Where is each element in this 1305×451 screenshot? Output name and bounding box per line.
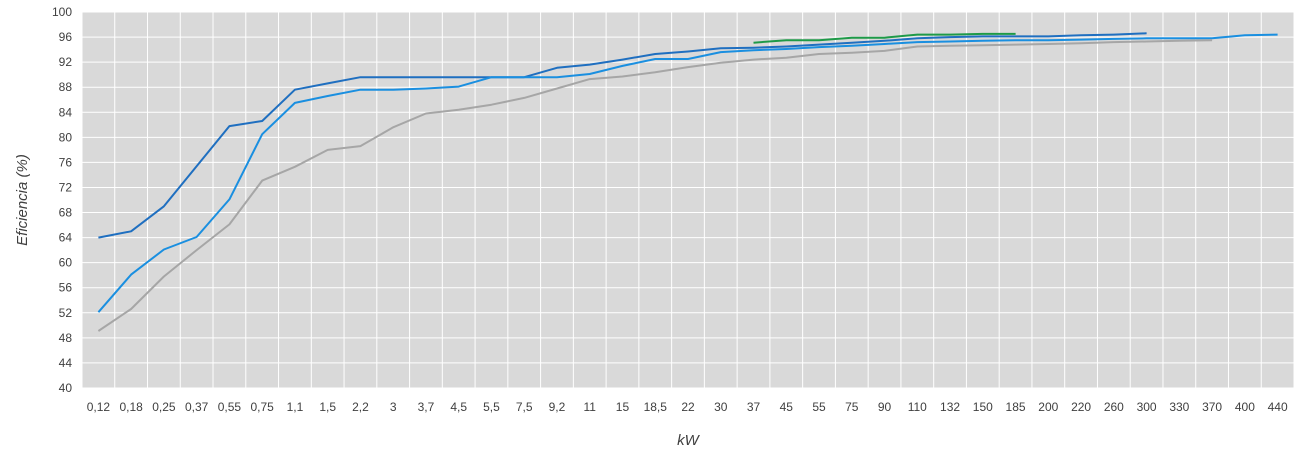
series-line-3 xyxy=(97,39,1213,332)
x-tick-label: 110 xyxy=(908,400,927,414)
horizontal-gridlines xyxy=(82,11,1294,389)
x-tick-label: 2,2 xyxy=(352,400,369,414)
y-tick-label: 72 xyxy=(59,180,73,194)
x-tick-label: 260 xyxy=(1104,400,1124,414)
y-tick-label: 60 xyxy=(59,256,73,270)
x-tick-label: 0,37 xyxy=(185,400,209,414)
series-line-1 xyxy=(98,32,1147,239)
y-tick-label: 44 xyxy=(59,356,73,370)
x-tick-label: 15 xyxy=(616,400,630,414)
x-tick-label: 0,12 xyxy=(87,400,111,414)
x-tick-label: 4,5 xyxy=(450,400,467,414)
x-tick-label: 22 xyxy=(681,400,695,414)
x-tick-label: 5,5 xyxy=(483,400,500,414)
y-tick-label: 84 xyxy=(59,105,73,119)
vertical-gridlines xyxy=(81,12,1295,388)
y-tick-label: 100 xyxy=(52,5,72,19)
y-tick-labels: 40 44 48 52 56 60 64 68 72 76 80 84 88 92 96 100 xyxy=(52,5,72,395)
x-axis-title: kW xyxy=(677,432,701,449)
x-tick-label: 90 xyxy=(878,400,892,414)
y-tick-label: 76 xyxy=(59,155,73,169)
x-tick-label: 300 xyxy=(1137,400,1157,414)
series-line-4 xyxy=(753,32,1016,44)
x-tick-label: 18,5 xyxy=(644,400,668,414)
series-line-2 xyxy=(97,33,1278,313)
y-tick-label: 88 xyxy=(59,80,73,94)
x-tick-label: 400 xyxy=(1235,400,1255,414)
x-tick-label: 370 xyxy=(1202,400,1222,414)
x-tick-label: 132 xyxy=(940,400,960,414)
plot-area-background xyxy=(82,12,1294,388)
x-tick-label: 0,75 xyxy=(250,400,274,414)
x-tick-label: 440 xyxy=(1268,400,1288,414)
x-tick-label: 1,5 xyxy=(319,400,336,414)
x-tick-label: 0,25 xyxy=(152,400,176,414)
y-tick-label: 64 xyxy=(59,231,73,245)
x-tick-label: 9,2 xyxy=(549,400,566,414)
x-tick-label: 1,1 xyxy=(287,400,304,414)
x-tick-label: 185 xyxy=(1006,400,1026,414)
x-tick-label: 0,55 xyxy=(218,400,242,414)
y-axis-title: Eficiencia (%) xyxy=(14,154,31,246)
x-tick-label: 75 xyxy=(845,400,859,414)
x-tick-label: 37 xyxy=(747,400,761,414)
x-tick-label: 3,7 xyxy=(418,400,435,414)
x-tick-label: 3 xyxy=(390,400,397,414)
series-lines xyxy=(97,32,1278,332)
x-tick-label: 55 xyxy=(812,400,826,414)
x-tick-label: 330 xyxy=(1169,400,1189,414)
y-tick-label: 96 xyxy=(59,30,73,44)
x-tick-label: 220 xyxy=(1071,400,1091,414)
y-tick-label: 48 xyxy=(59,331,73,345)
x-tick-label: 200 xyxy=(1038,400,1058,414)
x-tick-label: 11 xyxy=(583,400,596,414)
x-tick-label: 30 xyxy=(714,400,728,414)
y-tick-label: 80 xyxy=(59,130,73,144)
x-tick-label: 150 xyxy=(973,400,993,414)
y-tick-label: 68 xyxy=(59,206,73,220)
y-tick-label: 56 xyxy=(59,281,73,295)
y-tick-label: 52 xyxy=(59,306,73,320)
x-tick-label: 0,18 xyxy=(119,400,143,414)
x-tick-label: 7,5 xyxy=(516,400,533,414)
x-tick-label: 45 xyxy=(780,400,794,414)
y-tick-label: 40 xyxy=(59,381,73,395)
x-tick-labels: 0,12 0,18 0,25 0,37 0,55 0,75 1,1 1,5 2,2 3 3,7 4,5… xyxy=(87,400,1288,414)
y-tick-label: 92 xyxy=(59,55,73,69)
